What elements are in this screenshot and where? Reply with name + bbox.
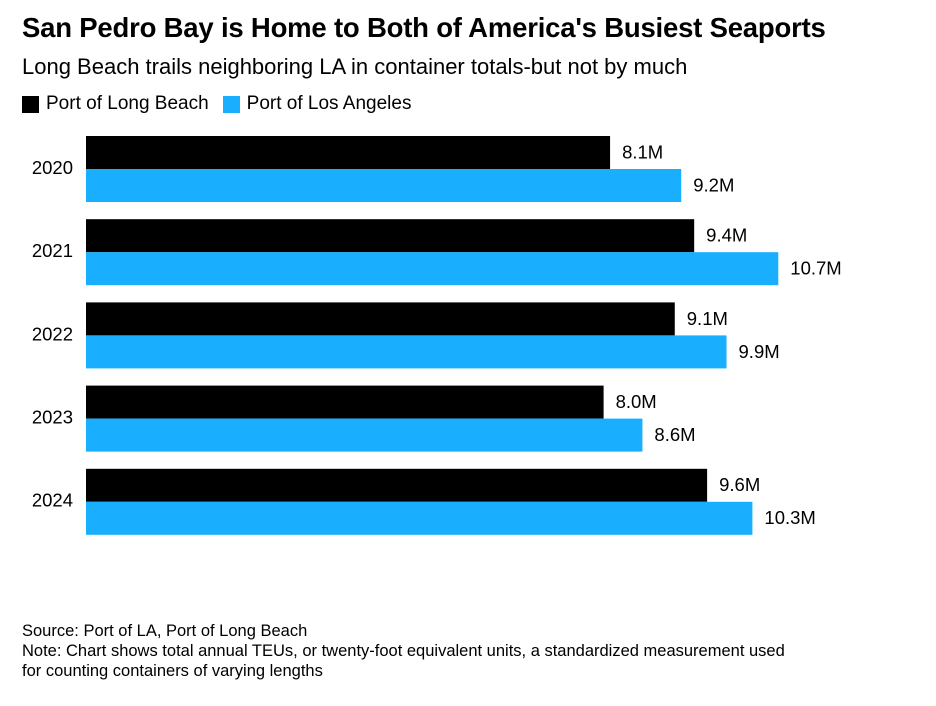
legend: Port of Long Beach Port of Los Angeles <box>22 93 425 115</box>
chart-footer: Source: Port of LA, Port of Long Beach N… <box>22 621 922 681</box>
category-label-2022: 2022 <box>32 323 73 344</box>
bar-long-beach-2020 <box>86 136 611 169</box>
category-label-2020: 2020 <box>32 157 73 178</box>
bar-long-beach-2023 <box>86 385 604 419</box>
legend-label-long-beach: Port of Long Beach <box>46 93 209 114</box>
category-label-2024: 2024 <box>32 490 73 511</box>
legend-label-los-angeles: Port of Los Angeles <box>246 93 412 114</box>
bar-los-angeles-2020 <box>86 169 682 202</box>
data-label-long-beach-2020: 8.1M <box>622 141 663 162</box>
bar-long-beach-2021 <box>86 219 695 253</box>
note-line-1: Note: Chart shows total annual TEUs, or … <box>22 642 785 660</box>
data-label-long-beach-2022: 9.1M <box>687 308 728 329</box>
data-label-los-angeles-2022: 9.9M <box>739 341 780 362</box>
category-label-2023: 2023 <box>32 406 73 427</box>
data-label-los-angeles-2023: 8.6M <box>654 424 695 445</box>
bar-long-beach-2024 <box>86 468 708 502</box>
legend-item-los-angeles: Port of Los Angeles <box>222 93 412 115</box>
chart-title: San Pedro Bay is Home to Both of America… <box>22 12 826 43</box>
data-label-long-beach-2024: 9.6M <box>719 474 760 495</box>
bar-los-angeles-2021 <box>86 252 779 286</box>
bar-los-angeles-2022 <box>86 335 727 369</box>
category-label-2021: 2021 <box>32 240 73 261</box>
source-note: Source: Port of LA, Port of Long Beach <box>22 622 308 640</box>
legend-swatch-long-beach <box>22 95 39 113</box>
legend-item-long-beach: Port of Long Beach <box>22 93 209 115</box>
data-label-long-beach-2023: 8.0M <box>616 391 657 412</box>
data-label-long-beach-2021: 9.4M <box>706 225 747 246</box>
data-label-los-angeles-2021: 10.7M <box>790 258 841 279</box>
bar-chart: 2020 8.1M 9.2M 2021 9.4M 10.7M 2022 9.1M 9.9M 202… <box>32 136 842 535</box>
chart-subtitle: Long Beach trails neighboring LA in cont… <box>22 54 688 79</box>
bar-los-angeles-2023 <box>86 418 643 452</box>
data-label-los-angeles-2020: 9.2M <box>693 174 734 195</box>
data-label-los-angeles-2024: 10.3M <box>764 507 815 528</box>
note-line-2: for counting containers of varying lengt… <box>22 662 323 680</box>
bar-long-beach-2022 <box>86 302 675 336</box>
legend-swatch-los-angeles <box>222 95 240 113</box>
bar-los-angeles-2024 <box>86 501 753 535</box>
